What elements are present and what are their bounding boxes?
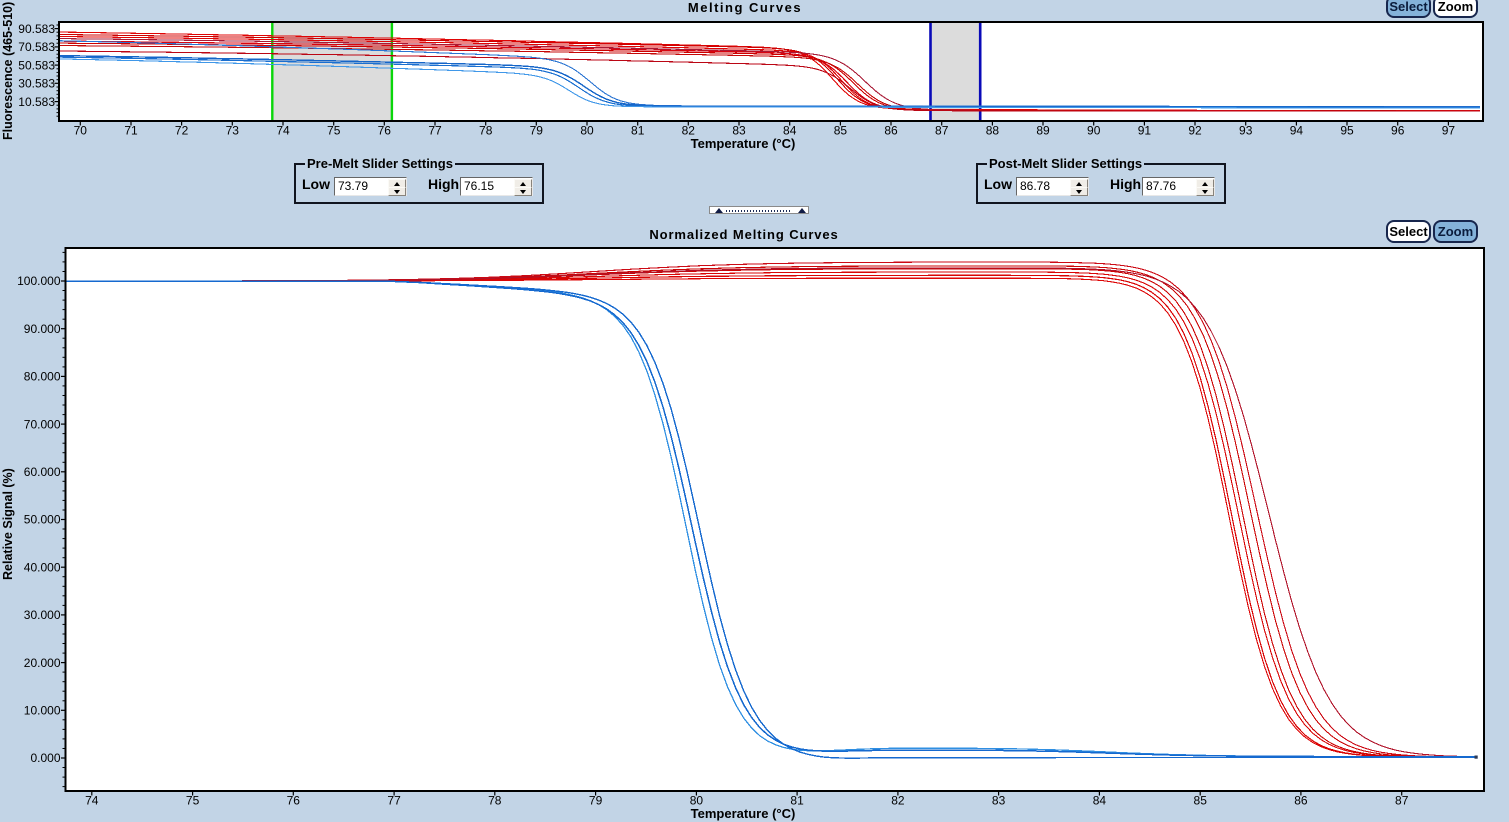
- svg-text:85: 85: [834, 124, 848, 138]
- svg-text:0.000: 0.000: [30, 751, 60, 765]
- svg-text:93: 93: [1239, 124, 1253, 138]
- svg-text:83: 83: [732, 124, 746, 138]
- svg-text:87: 87: [935, 124, 949, 138]
- svg-text:82: 82: [682, 124, 696, 138]
- svg-text:90.000: 90.000: [24, 322, 61, 336]
- svg-text:70.000: 70.000: [24, 417, 61, 431]
- svg-text:100.000: 100.000: [17, 274, 61, 288]
- svg-text:50.583: 50.583: [18, 58, 55, 72]
- svg-text:73: 73: [226, 124, 240, 138]
- svg-text:76: 76: [378, 124, 392, 138]
- svg-text:10.000: 10.000: [24, 704, 61, 718]
- svg-text:96: 96: [1391, 124, 1405, 138]
- svg-text:30.000: 30.000: [24, 608, 61, 622]
- svg-text:70: 70: [74, 124, 88, 138]
- svg-text:90.583: 90.583: [18, 22, 55, 36]
- svg-text:95: 95: [1340, 124, 1354, 138]
- svg-text:91: 91: [1138, 124, 1152, 138]
- svg-text:88: 88: [986, 124, 1000, 138]
- svg-text:72: 72: [175, 124, 189, 138]
- svg-text:92: 92: [1188, 124, 1202, 138]
- svg-text:10.583: 10.583: [18, 95, 55, 109]
- svg-text:40.000: 40.000: [24, 560, 61, 574]
- svg-text:90: 90: [1087, 124, 1101, 138]
- svg-text:86: 86: [884, 124, 898, 138]
- svg-text:89: 89: [1036, 124, 1050, 138]
- svg-text:50.000: 50.000: [24, 513, 61, 527]
- svg-text:79: 79: [589, 794, 603, 808]
- svg-text:74: 74: [276, 124, 290, 138]
- svg-text:84: 84: [783, 124, 797, 138]
- svg-text:77: 77: [428, 124, 442, 138]
- svg-text:30.583: 30.583: [18, 77, 55, 91]
- svg-text:82: 82: [891, 794, 905, 808]
- svg-text:70.583: 70.583: [18, 40, 55, 54]
- svg-text:80.000: 80.000: [24, 370, 61, 384]
- svg-text:84: 84: [1093, 794, 1107, 808]
- svg-text:74: 74: [85, 794, 99, 808]
- svg-text:77: 77: [387, 794, 401, 808]
- svg-text:97: 97: [1442, 124, 1456, 138]
- svg-text:75: 75: [327, 124, 341, 138]
- svg-text:80: 80: [580, 124, 594, 138]
- svg-text:79: 79: [530, 124, 544, 138]
- svg-text:75: 75: [186, 794, 200, 808]
- svg-text:78: 78: [488, 794, 502, 808]
- svg-text:80: 80: [690, 794, 704, 808]
- svg-text:76: 76: [287, 794, 301, 808]
- svg-text:81: 81: [631, 124, 645, 138]
- svg-text:60.000: 60.000: [24, 465, 61, 479]
- svg-text:78: 78: [479, 124, 493, 138]
- svg-text:94: 94: [1290, 124, 1304, 138]
- svg-text:20.000: 20.000: [24, 656, 61, 670]
- svg-text:71: 71: [124, 124, 138, 138]
- svg-text:81: 81: [790, 794, 804, 808]
- svg-text:86: 86: [1294, 794, 1308, 808]
- svg-text:83: 83: [992, 794, 1006, 808]
- svg-text:87: 87: [1395, 794, 1409, 808]
- svg-text:85: 85: [1194, 794, 1208, 808]
